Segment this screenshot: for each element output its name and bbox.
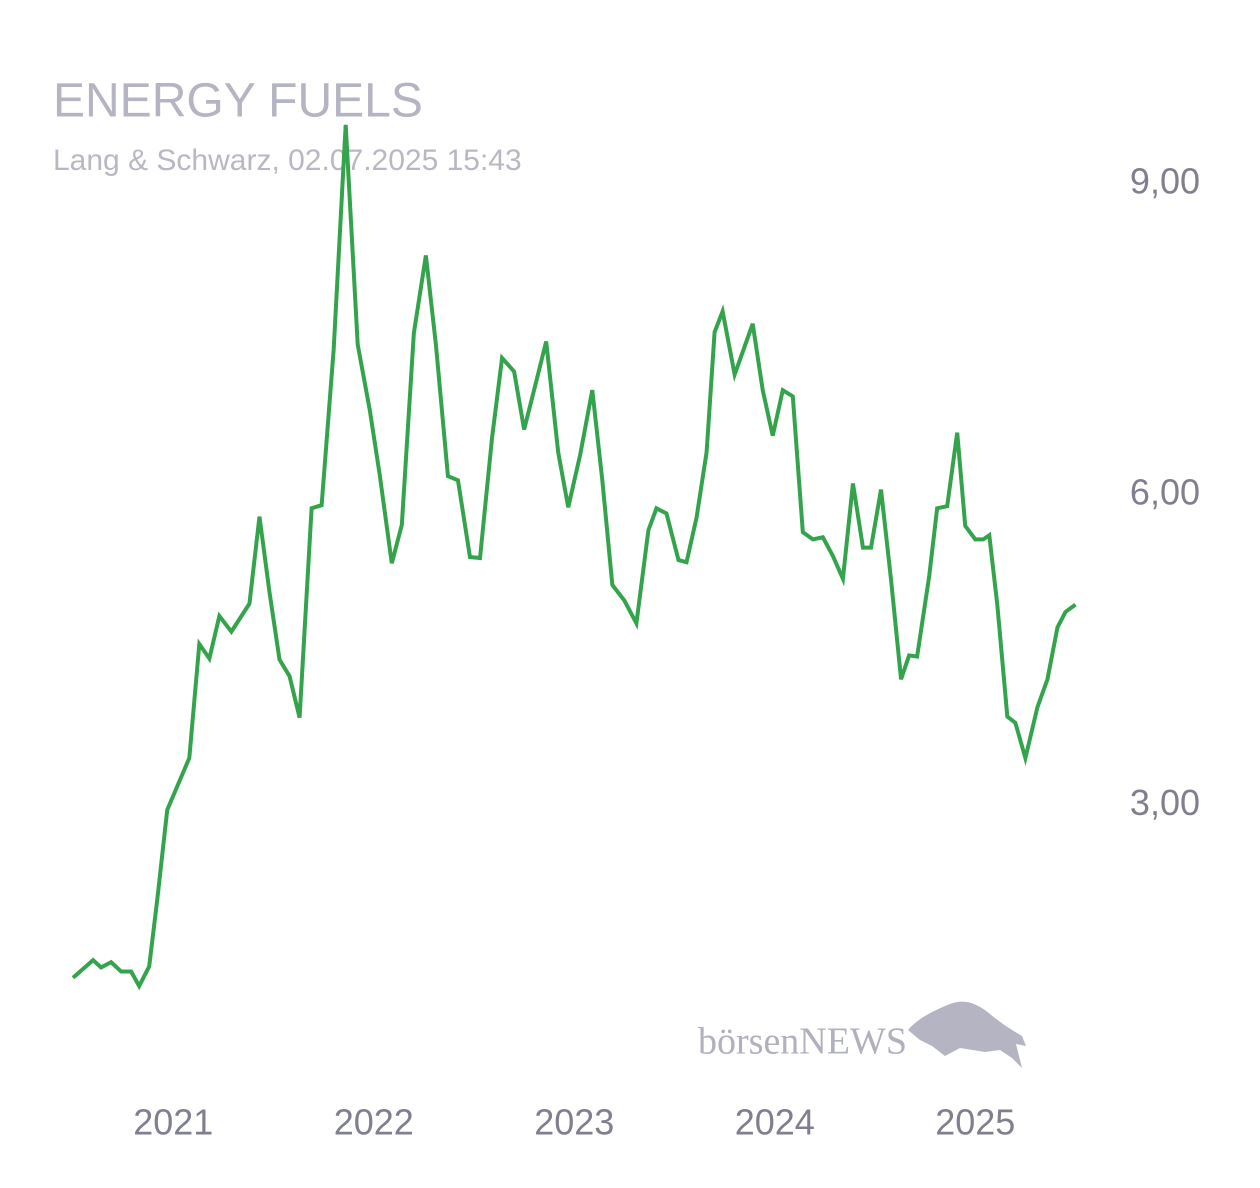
y-tick-label: 6,00	[1130, 471, 1200, 512]
chart-subtitle: Lang & Schwarz, 02.07.2025 15:43	[53, 144, 522, 177]
chart-title: ENERGY FUELS	[53, 75, 423, 128]
bull-icon	[908, 1001, 1026, 1068]
y-tick-label: 3,00	[1130, 782, 1200, 823]
y-tick-label: 9,00	[1130, 160, 1200, 201]
watermark-text: börsenNEWS	[698, 1021, 907, 1063]
watermark-logo: börsenNEWS	[698, 1001, 1026, 1068]
x-tick-label: 2022	[334, 1102, 414, 1143]
price-line	[71, 124, 1077, 991]
x-tick-label: 2024	[735, 1102, 815, 1143]
x-tick-label: 2025	[935, 1102, 1015, 1143]
x-tick-label: 2021	[133, 1102, 213, 1143]
x-tick-label: 2023	[534, 1102, 614, 1143]
